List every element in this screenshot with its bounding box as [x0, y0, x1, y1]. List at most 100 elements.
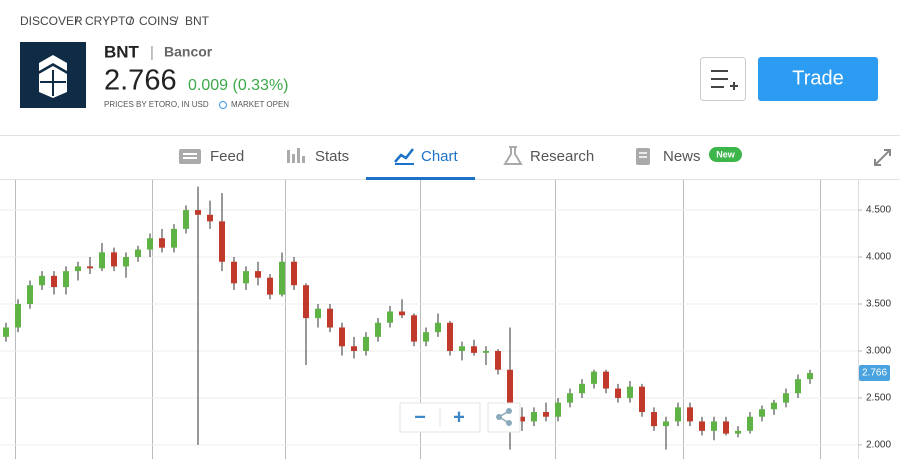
candle-body [495, 350, 501, 370]
tab[interactable]: Stats [315, 148, 349, 165]
candle-body [507, 369, 513, 417]
breadcrumb-item[interactable]: COINS [139, 14, 177, 28]
market-status: MARKET OPEN [231, 100, 289, 109]
candle-body [531, 412, 537, 422]
symbol-separator: | [150, 44, 154, 61]
candle-body [3, 327, 9, 337]
candle-body [747, 416, 753, 431]
candle-body [471, 346, 477, 353]
candle-body [51, 275, 57, 288]
share-icon[interactable] [496, 408, 512, 426]
candle-body [639, 386, 645, 413]
candle-body [63, 271, 69, 288]
candle-body [339, 327, 345, 347]
new-badge-label: New [716, 149, 736, 159]
candle-body [87, 266, 93, 269]
candle-body [99, 252, 105, 269]
breadcrumb-item[interactable]: BNT [185, 14, 210, 28]
candle-body [519, 416, 525, 422]
last-price-label: 2.766 [862, 368, 887, 379]
candle-body [291, 261, 297, 286]
y-tick-label: 2.000 [866, 440, 891, 451]
price: 2.766 [104, 65, 177, 97]
trade-button[interactable] [758, 57, 878, 101]
candle-body [315, 308, 321, 319]
breadcrumb-item[interactable]: CRYPTO [85, 14, 135, 28]
breadcrumb-separator: / [75, 14, 79, 28]
tab-active[interactable]: Chart [421, 148, 459, 165]
stats-icon [287, 148, 305, 163]
candle-body [243, 271, 249, 284]
candle-body [303, 285, 309, 319]
trade-button-label[interactable]: Trade [792, 67, 844, 89]
candle-body [327, 308, 333, 328]
watchlist-button[interactable] [700, 57, 746, 101]
candle-body [183, 210, 189, 229]
candle-body [663, 421, 669, 427]
candle-body [783, 393, 789, 403]
new-badge [709, 147, 742, 162]
symbol: BNT [104, 42, 140, 61]
candle-body [651, 412, 657, 427]
candle-body [75, 266, 81, 272]
candle-body [555, 402, 561, 417]
y-tick-label: 3.000 [866, 346, 891, 357]
candle-body [15, 304, 21, 328]
candle-body [447, 322, 453, 351]
candle-body [459, 346, 465, 351]
candle-body [123, 257, 129, 267]
breadcrumb-separator: / [129, 14, 133, 28]
candle-body [603, 371, 609, 389]
candle-body [795, 379, 801, 394]
breadcrumb-separator: / [175, 14, 179, 28]
candle-body [147, 238, 153, 250]
price-change: 0.009 (0.33%) [188, 77, 289, 94]
candle-body [435, 322, 441, 333]
candle-body [567, 393, 573, 403]
y-tick-label: 2.500 [866, 393, 891, 404]
fullscreen-button[interactable] [874, 149, 891, 166]
candle-body [771, 402, 777, 410]
candle-body [159, 238, 165, 248]
y-tick-label: 4.500 [866, 205, 891, 216]
candle-body [423, 332, 429, 342]
breadcrumb-item[interactable]: DISCOVER [20, 14, 83, 28]
last-price-tag [859, 364, 890, 381]
candle-body [195, 210, 201, 215]
tab[interactable]: Research [530, 148, 594, 165]
candle-body [627, 386, 633, 398]
candle-body [171, 228, 177, 248]
candle-body [543, 412, 549, 417]
candle-body [39, 275, 45, 286]
zoom-in-button[interactable]: + [453, 406, 465, 428]
candle-body [207, 214, 213, 222]
candle-body [231, 261, 237, 284]
clock-icon [219, 101, 227, 109]
candle-body [687, 407, 693, 422]
price-source: PRICES BY ETORO, IN USD [104, 100, 209, 109]
chart: 2.000 2.500 3.000 3.500 4.000 4.500 2.766 [0, 180, 891, 459]
candle-body [279, 261, 285, 295]
tab[interactable]: Feed [210, 148, 244, 165]
research-icon [503, 146, 523, 165]
candle-body [579, 383, 585, 394]
candle-body [711, 421, 717, 431]
tab[interactable]: News [663, 148, 701, 165]
news-icon [636, 148, 650, 165]
candle-body [759, 409, 765, 417]
candle-body [219, 221, 225, 262]
candle-body [375, 322, 381, 337]
candle-body [411, 315, 417, 342]
candle-body [351, 346, 357, 351]
candle-body [267, 277, 273, 295]
y-tick-label: 3.500 [866, 299, 891, 310]
candle-body [111, 252, 117, 267]
zoom-out-button[interactable]: − [414, 406, 426, 428]
candle-body [483, 350, 489, 353]
candle-body [699, 421, 705, 431]
candle-body [615, 388, 621, 398]
candle-body [387, 311, 393, 323]
candle-body [255, 271, 261, 278]
